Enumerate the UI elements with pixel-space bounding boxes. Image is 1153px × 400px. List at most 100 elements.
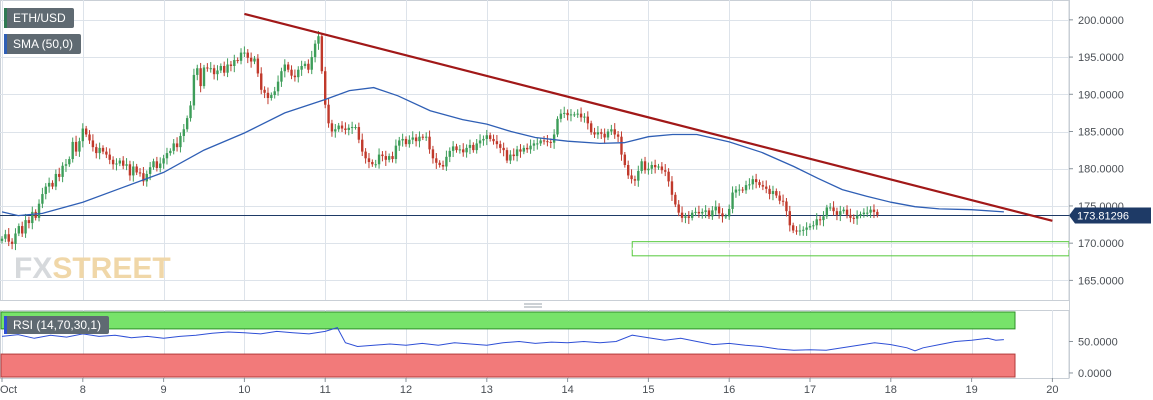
candle-body: [866, 212, 869, 214]
candle-body: [88, 134, 91, 141]
candle-body: [31, 211, 34, 224]
candle-body: [640, 161, 643, 171]
candle-body: [859, 214, 862, 216]
candle-body: [822, 216, 825, 221]
rsi-y-tick-label: 50.0000: [1078, 336, 1118, 348]
candle-body: [44, 186, 47, 195]
candle-body: [579, 113, 583, 118]
candle-body: [667, 171, 670, 182]
candle-body: [620, 136, 623, 155]
candle-body: [273, 91, 276, 96]
rsi-oversold-band: [0, 353, 1016, 378]
candle-body: [791, 225, 795, 231]
candle-body: [239, 52, 243, 61]
candle-body: [610, 129, 613, 132]
trendline-layer: [244, 12, 1053, 222]
candle-body: [495, 141, 499, 145]
candle-body: [95, 147, 98, 154]
candle-body: [448, 150, 451, 157]
candle-body: [738, 189, 741, 191]
candle-body: [758, 182, 761, 186]
pane-splitter-handle[interactable]: [524, 303, 542, 308]
candle-body: [643, 161, 647, 171]
candle-body: [384, 156, 388, 160]
x-tick-label: 17: [804, 384, 816, 396]
candle-body: [24, 220, 27, 234]
candle-body: [542, 140, 546, 142]
candle-body: [485, 135, 489, 139]
candle-body: [687, 216, 691, 218]
candle-body: [869, 209, 872, 213]
rsi-badge[interactable]: RSI (14,70,30,1): [4, 316, 110, 334]
candle-body: [492, 138, 495, 142]
candle-body: [690, 212, 694, 218]
x-tick-label: 16: [723, 384, 735, 396]
candle-body: [701, 211, 704, 214]
watermark-street: STREET: [52, 252, 170, 285]
candle-body: [462, 149, 465, 153]
candle-body: [781, 200, 785, 202]
trendline: [244, 12, 1053, 222]
x-tick-label: 13: [481, 384, 493, 396]
price-tag-label: 173.81296: [1077, 211, 1129, 223]
candle-body: [148, 167, 152, 174]
svg-text:FXSTREET: FXSTREET: [14, 252, 171, 285]
candle-body: [734, 189, 738, 193]
candle-body: [623, 154, 627, 166]
candle-body: [744, 185, 748, 191]
candle-body: [802, 229, 805, 231]
candle-body: [212, 68, 216, 75]
candle-body: [425, 136, 428, 138]
candle-body: [101, 147, 105, 152]
candle-body: [717, 206, 721, 214]
y-tick-label: 195.0000: [1078, 52, 1124, 64]
candle-body: [482, 138, 485, 141]
candle-body: [573, 114, 576, 116]
sma-layer: [1, 86, 1004, 217]
candle-body: [74, 141, 78, 152]
candle-body: [707, 210, 711, 217]
y-tick-label: 180.0000: [1078, 164, 1124, 176]
candle-body: [310, 57, 313, 70]
candle-body: [441, 165, 445, 167]
candle-body: [340, 125, 344, 129]
candle-body: [852, 217, 855, 219]
candle-body: [334, 129, 337, 132]
candle-body: [169, 150, 172, 154]
candle-body: [559, 113, 563, 119]
candle-body: [778, 195, 781, 201]
candle-body: [236, 60, 239, 62]
candle-body: [741, 189, 744, 191]
candle-body: [286, 64, 290, 70]
candle-body: [54, 173, 58, 187]
candle-body: [223, 65, 226, 73]
y-tick-label: 200.0000: [1078, 15, 1124, 27]
candle-body: [27, 220, 31, 224]
rsi-overbought-band: [0, 311, 1016, 330]
candle-body: [862, 212, 866, 215]
x-tick-label: 12: [400, 384, 412, 396]
candle-body: [475, 143, 478, 151]
candle-body: [189, 105, 192, 119]
candle-body: [68, 159, 71, 165]
x-tick-label: 9: [161, 384, 167, 396]
candle-body: [593, 132, 596, 135]
watermark-fx: FX: [14, 252, 52, 285]
candle-body: [209, 68, 212, 70]
candle-body: [411, 137, 414, 140]
candle-body: [445, 156, 448, 167]
candle-body: [812, 225, 815, 227]
symbol-badge[interactable]: ETH/USD: [4, 8, 74, 28]
candle-body: [233, 60, 236, 66]
candle-body: [563, 112, 566, 114]
candle-body: [58, 173, 61, 177]
candle-body: [377, 154, 381, 165]
sma-badge[interactable]: SMA (50,0): [4, 34, 82, 54]
candle-body: [192, 74, 196, 106]
candle-body: [435, 158, 438, 163]
candle-body: [307, 63, 310, 70]
candle-body: [263, 89, 266, 93]
candle-body: [647, 168, 650, 171]
symbol-swatch: [4, 8, 7, 28]
